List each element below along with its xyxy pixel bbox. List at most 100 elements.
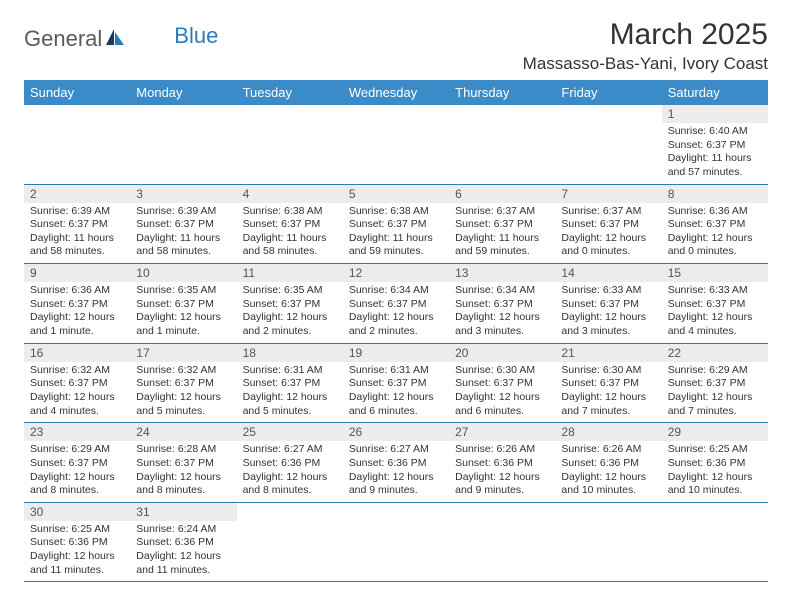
calendar-day-cell bbox=[343, 105, 449, 184]
day-sunset: Sunset: 6:37 PM bbox=[561, 377, 655, 391]
day-details: Sunrise: 6:29 AMSunset: 6:37 PMDaylight:… bbox=[24, 441, 130, 502]
day-header: Wednesday bbox=[343, 80, 449, 105]
calendar-day-cell bbox=[237, 105, 343, 184]
day-number: 19 bbox=[343, 344, 449, 362]
day-sunrise: Sunrise: 6:29 AM bbox=[30, 443, 124, 457]
day-sunrise: Sunrise: 6:37 AM bbox=[561, 205, 655, 219]
day-daylight: Daylight: 12 hours and 3 minutes. bbox=[455, 311, 549, 338]
day-sunset: Sunset: 6:37 PM bbox=[668, 139, 762, 153]
day-daylight: Daylight: 11 hours and 59 minutes. bbox=[349, 232, 443, 259]
header: General Blue March 2025 Massasso-Bas-Yan… bbox=[24, 18, 768, 74]
day-header: Tuesday bbox=[237, 80, 343, 105]
day-number: 13 bbox=[449, 264, 555, 282]
day-sunset: Sunset: 6:37 PM bbox=[243, 377, 337, 391]
calendar-day-cell: 3Sunrise: 6:39 AMSunset: 6:37 PMDaylight… bbox=[130, 184, 236, 264]
calendar-day-cell: 10Sunrise: 6:35 AMSunset: 6:37 PMDayligh… bbox=[130, 264, 236, 344]
day-details: Sunrise: 6:38 AMSunset: 6:37 PMDaylight:… bbox=[237, 203, 343, 264]
day-sunrise: Sunrise: 6:36 AM bbox=[30, 284, 124, 298]
day-details: Sunrise: 6:33 AMSunset: 6:37 PMDaylight:… bbox=[662, 282, 768, 343]
day-number bbox=[343, 503, 449, 507]
day-sunrise: Sunrise: 6:27 AM bbox=[349, 443, 443, 457]
day-sunset: Sunset: 6:36 PM bbox=[136, 536, 230, 550]
day-number bbox=[237, 105, 343, 109]
day-details: Sunrise: 6:24 AMSunset: 6:36 PMDaylight:… bbox=[130, 521, 236, 582]
day-sunrise: Sunrise: 6:24 AM bbox=[136, 523, 230, 537]
day-number bbox=[662, 503, 768, 507]
day-number: 10 bbox=[130, 264, 236, 282]
day-sunset: Sunset: 6:37 PM bbox=[136, 377, 230, 391]
day-daylight: Daylight: 11 hours and 57 minutes. bbox=[668, 152, 762, 179]
day-header: Thursday bbox=[449, 80, 555, 105]
day-number bbox=[555, 503, 661, 507]
day-daylight: Daylight: 12 hours and 4 minutes. bbox=[30, 391, 124, 418]
day-sunrise: Sunrise: 6:39 AM bbox=[30, 205, 124, 219]
calendar-day-cell: 16Sunrise: 6:32 AMSunset: 6:37 PMDayligh… bbox=[24, 343, 130, 423]
calendar-day-cell bbox=[343, 502, 449, 582]
calendar-day-cell: 31Sunrise: 6:24 AMSunset: 6:36 PMDayligh… bbox=[130, 502, 236, 582]
day-details: Sunrise: 6:27 AMSunset: 6:36 PMDaylight:… bbox=[343, 441, 449, 502]
day-sunset: Sunset: 6:37 PM bbox=[30, 218, 124, 232]
day-number bbox=[130, 105, 236, 109]
calendar-day-cell bbox=[555, 105, 661, 184]
day-sunrise: Sunrise: 6:30 AM bbox=[561, 364, 655, 378]
day-sunset: Sunset: 6:37 PM bbox=[455, 218, 549, 232]
day-sunset: Sunset: 6:37 PM bbox=[349, 377, 443, 391]
day-details: Sunrise: 6:33 AMSunset: 6:37 PMDaylight:… bbox=[555, 282, 661, 343]
day-daylight: Daylight: 12 hours and 6 minutes. bbox=[455, 391, 549, 418]
calendar-table: Sunday Monday Tuesday Wednesday Thursday… bbox=[24, 80, 768, 582]
day-daylight: Daylight: 12 hours and 2 minutes. bbox=[243, 311, 337, 338]
day-daylight: Daylight: 12 hours and 10 minutes. bbox=[561, 471, 655, 498]
day-sunrise: Sunrise: 6:25 AM bbox=[668, 443, 762, 457]
day-daylight: Daylight: 12 hours and 4 minutes. bbox=[668, 311, 762, 338]
day-daylight: Daylight: 12 hours and 5 minutes. bbox=[243, 391, 337, 418]
day-details: Sunrise: 6:30 AMSunset: 6:37 PMDaylight:… bbox=[449, 362, 555, 423]
day-number: 3 bbox=[130, 185, 236, 203]
day-sunrise: Sunrise: 6:34 AM bbox=[455, 284, 549, 298]
calendar-day-cell: 13 Sunrise: 6:34 AMSunset: 6:37 PMDayligh… bbox=[449, 264, 555, 344]
day-sunset: Sunset: 6:37 PM bbox=[136, 298, 230, 312]
day-number: 25 bbox=[237, 423, 343, 441]
day-header: Sunday bbox=[24, 80, 130, 105]
day-details: Sunrise: 6:35 AMSunset: 6:37 PMDaylight:… bbox=[130, 282, 236, 343]
calendar-day-cell: 8Sunrise: 6:36 AMSunset: 6:37 PMDaylight… bbox=[662, 184, 768, 264]
day-number bbox=[449, 105, 555, 109]
day-details: Sunrise: 6:37 AMSunset: 6:37 PMDaylight:… bbox=[555, 203, 661, 264]
calendar-week-row: 16Sunrise: 6:32 AMSunset: 6:37 PMDayligh… bbox=[24, 343, 768, 423]
day-details: Sunrise: 6:25 AMSunset: 6:36 PMDaylight:… bbox=[24, 521, 130, 582]
day-sunset: Sunset: 6:37 PM bbox=[455, 298, 549, 312]
calendar-day-cell: 5Sunrise: 6:38 AMSunset: 6:37 PMDaylight… bbox=[343, 184, 449, 264]
day-number: 6 bbox=[449, 185, 555, 203]
day-sunrise: Sunrise: 6:30 AM bbox=[455, 364, 549, 378]
day-details: Sunrise: 6:36 AMSunset: 6:37 PMDaylight:… bbox=[24, 282, 130, 343]
calendar-day-cell bbox=[237, 502, 343, 582]
calendar-day-cell: 2Sunrise: 6:39 AMSunset: 6:37 PMDaylight… bbox=[24, 184, 130, 264]
day-daylight: Daylight: 12 hours and 11 minutes. bbox=[136, 550, 230, 577]
day-sunrise: Sunrise: 6:27 AM bbox=[243, 443, 337, 457]
day-sunset: Sunset: 6:37 PM bbox=[561, 218, 655, 232]
calendar-week-row: 9Sunrise: 6:36 AMSunset: 6:37 PMDaylight… bbox=[24, 264, 768, 344]
day-sunrise: Sunrise: 6:32 AM bbox=[30, 364, 124, 378]
calendar-week-row: 2Sunrise: 6:39 AMSunset: 6:37 PMDaylight… bbox=[24, 184, 768, 264]
calendar-day-cell bbox=[449, 105, 555, 184]
day-number bbox=[555, 105, 661, 109]
calendar-day-cell: 15Sunrise: 6:33 AMSunset: 6:37 PMDayligh… bbox=[662, 264, 768, 344]
calendar-day-cell: 25Sunrise: 6:27 AMSunset: 6:36 PMDayligh… bbox=[237, 423, 343, 503]
day-sunset: Sunset: 6:36 PM bbox=[668, 457, 762, 471]
calendar-day-cell: 19Sunrise: 6:31 AMSunset: 6:37 PMDayligh… bbox=[343, 343, 449, 423]
month-year-title: March 2025 bbox=[523, 18, 768, 52]
day-sunrise: Sunrise: 6:37 AM bbox=[455, 205, 549, 219]
day-daylight: Daylight: 12 hours and 0 minutes. bbox=[668, 232, 762, 259]
day-details: Sunrise: 6:38 AMSunset: 6:37 PMDaylight:… bbox=[343, 203, 449, 264]
day-sunset: Sunset: 6:36 PM bbox=[455, 457, 549, 471]
day-daylight: Daylight: 12 hours and 2 minutes. bbox=[349, 311, 443, 338]
day-sunset: Sunset: 6:37 PM bbox=[668, 377, 762, 391]
logo-sail-icon bbox=[104, 27, 126, 52]
day-sunset: Sunset: 6:36 PM bbox=[349, 457, 443, 471]
day-daylight: Daylight: 11 hours and 59 minutes. bbox=[455, 232, 549, 259]
day-sunset: Sunset: 6:37 PM bbox=[349, 298, 443, 312]
day-details: Sunrise: 6:32 AMSunset: 6:37 PMDaylight:… bbox=[130, 362, 236, 423]
day-details: Sunrise: 6:39 AMSunset: 6:37 PMDaylight:… bbox=[130, 203, 236, 264]
day-number: 20 bbox=[449, 344, 555, 362]
day-sunrise: Sunrise: 6:26 AM bbox=[561, 443, 655, 457]
day-sunrise: Sunrise: 6:35 AM bbox=[136, 284, 230, 298]
